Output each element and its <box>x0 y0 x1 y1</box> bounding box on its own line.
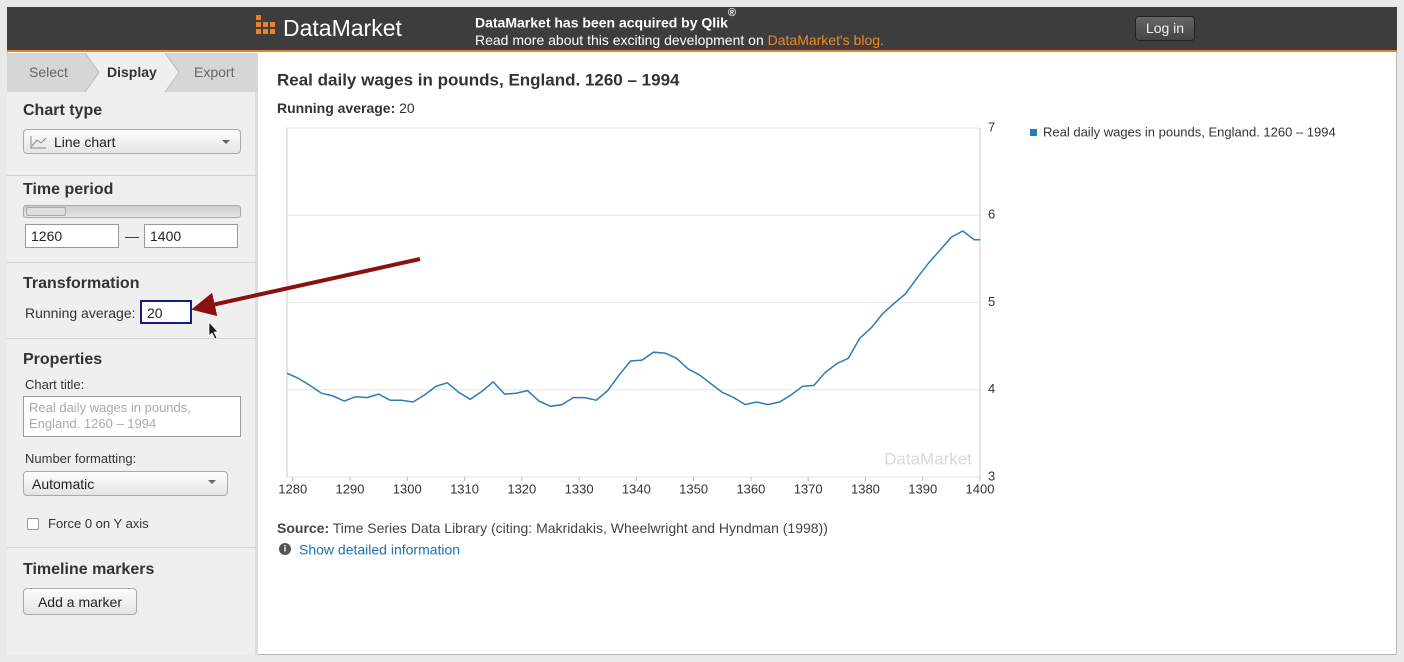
select-icons <box>30 136 230 149</box>
separator <box>7 547 258 548</box>
y-tick-label: 6 <box>988 207 995 222</box>
tab[interactable]: Display <box>107 64 157 80</box>
detail-link[interactable]: Show detailed information <box>299 542 460 558</box>
legend-swatch <box>1030 129 1037 136</box>
section-heading: Properties <box>23 351 103 368</box>
info-icon <box>279 543 291 555</box>
x-tick-label: 1390 <box>908 481 937 496</box>
announcement: DataMarket has been acquired by Qlik® <box>475 7 736 31</box>
section-heading: Chart type <box>23 102 103 119</box>
login-button[interactable]: Log in <box>1135 16 1195 41</box>
watermark: DataMarket <box>884 449 972 468</box>
dropdown-arrow <box>208 480 216 484</box>
chart-title-label: Chart title: <box>25 377 85 392</box>
x-tick-label: 1370 <box>794 481 823 496</box>
info-icon-glyph: i <box>284 543 287 553</box>
tab[interactable]: Select <box>29 64 68 80</box>
separator <box>7 175 258 176</box>
y-tick-label: 5 <box>988 294 995 309</box>
y-tick-label: 3 <box>988 468 995 483</box>
range-separator: — <box>125 228 139 244</box>
separator <box>7 262 258 263</box>
x-tick-label: 1360 <box>736 481 765 496</box>
x-tick-label: 1400 <box>966 481 995 496</box>
registered: ® <box>727 7 736 19</box>
number-format-label: Number formatting: <box>25 451 137 466</box>
from-input[interactable]: 1260 <box>25 224 119 248</box>
chart: Real daily wages in pounds, England. 126… <box>277 70 1336 558</box>
subtitle-label: Running average: <box>277 100 395 116</box>
chart-title-input[interactable]: Real daily wages in pounds, England. 126… <box>23 396 241 437</box>
separator <box>7 338 258 339</box>
tab-divider <box>84 53 180 93</box>
add-marker-button[interactable]: Add a marker <box>23 588 137 615</box>
y-tick-label: 4 <box>988 381 995 396</box>
tabs <box>7 53 258 93</box>
x-tick-label: 1320 <box>507 481 536 496</box>
x-tick-label: 1310 <box>450 481 479 496</box>
section-heading: Transformation <box>23 275 140 292</box>
range-slider[interactable] <box>23 205 241 218</box>
subtitle-value: 20 <box>399 100 415 116</box>
line-icon <box>30 136 47 149</box>
tab-active <box>85 53 179 92</box>
force-zero-checkbox[interactable] <box>27 518 39 530</box>
data-line <box>286 230 980 408</box>
logo-icon <box>256 15 275 34</box>
tab[interactable]: Export <box>194 64 235 80</box>
logo[interactable]: DataMarket <box>283 15 402 41</box>
source-text: Time Series Data Library (citing: Makrid… <box>333 520 828 536</box>
chart-type-select[interactable]: Line chart <box>23 129 241 154</box>
x-tick-label: 1340 <box>622 481 651 496</box>
source-label: Source: <box>277 520 329 536</box>
x-tick-label: 1380 <box>851 481 880 496</box>
running-average-input[interactable]: 20 <box>140 300 192 324</box>
x-tick-label: 1280 <box>278 481 307 496</box>
dropdown-arrow <box>222 140 230 144</box>
x-tick-label: 1350 <box>679 481 708 496</box>
y-tick-label: 7 <box>988 119 995 134</box>
legend-label: Real daily wages in pounds, England. 126… <box>1043 124 1336 139</box>
blog-link[interactable]: DataMarket's blog. <box>767 32 884 48</box>
more-text: Read more about this exciting developmen… <box>475 32 764 48</box>
number-format-select[interactable]: Automatic <box>23 471 228 496</box>
x-tick-label: 1290 <box>336 481 365 496</box>
x-tick-label: 1300 <box>393 481 422 496</box>
announcement-text: DataMarket has been acquired by Qlik <box>475 14 728 31</box>
x-tick-label: 1330 <box>565 481 594 496</box>
running-average-label: Running average: <box>25 305 136 321</box>
to-input[interactable]: 1400 <box>144 224 238 248</box>
chart-subtitle: Running average: 20 <box>277 100 415 116</box>
section-heading: Time period <box>23 181 114 198</box>
force-zero-label: Force 0 on Y axis <box>48 516 149 531</box>
announcement-more: Read more about this exciting developmen… <box>475 32 884 48</box>
section-heading: Timeline markers <box>23 561 155 578</box>
chart-title: Real daily wages in pounds, England. 126… <box>277 70 680 89</box>
source: Source: Time Series Data Library (citing… <box>277 520 828 536</box>
